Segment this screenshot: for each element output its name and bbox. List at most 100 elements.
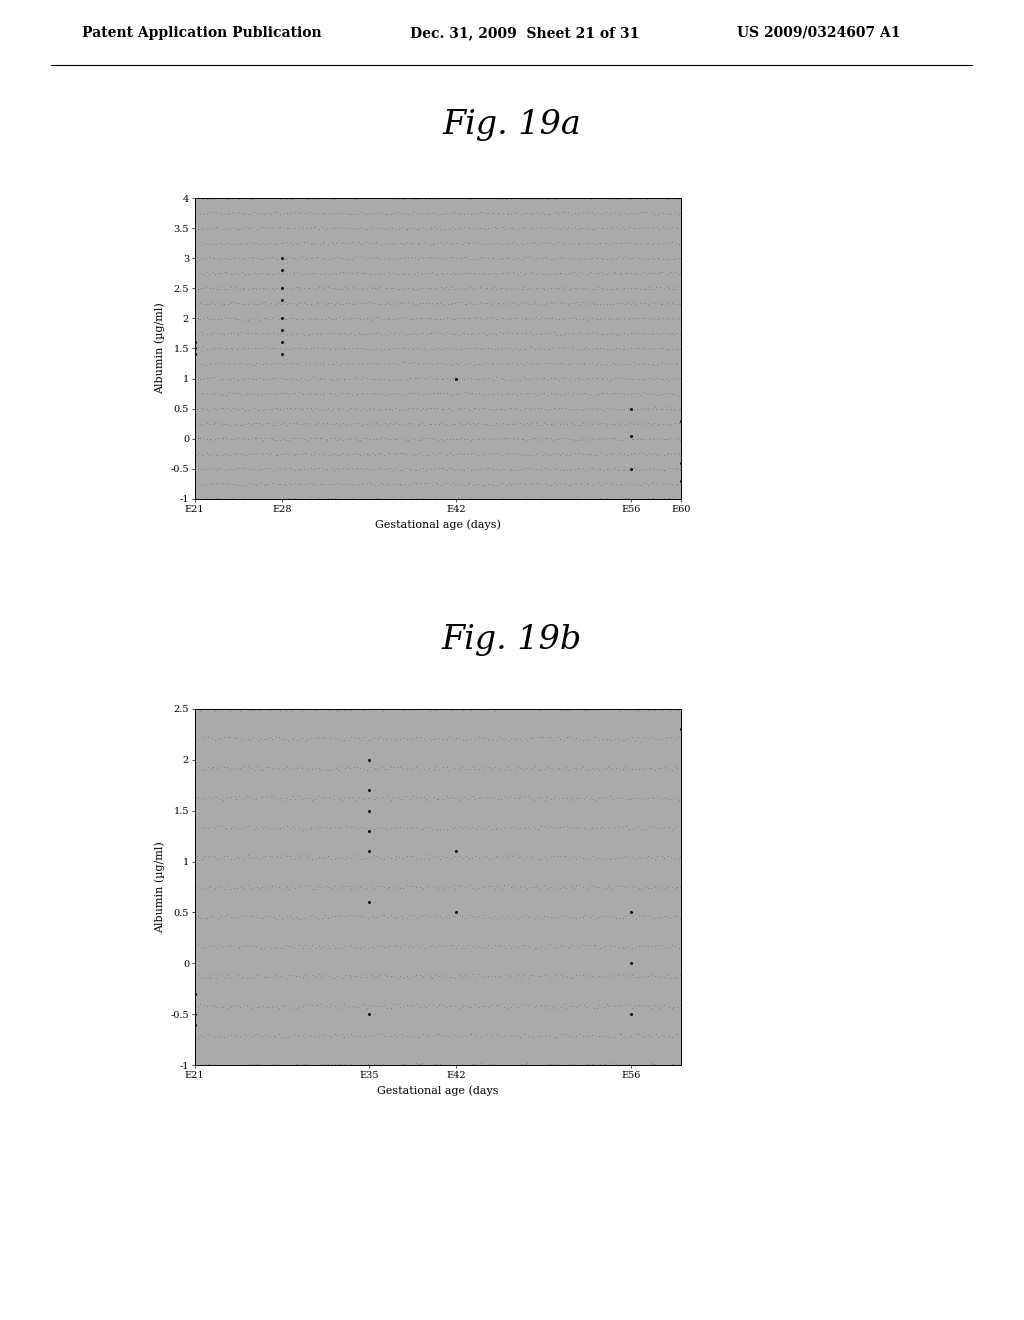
Point [583,187,599,209]
Point [667,1023,683,1044]
Point [284,700,300,721]
Point [343,904,359,925]
Point [530,247,547,268]
Point [439,186,456,207]
Point [531,458,548,479]
Point [264,473,281,494]
Point [281,759,297,780]
Point [484,847,501,869]
Point [611,263,628,284]
Point [503,308,519,329]
Point [553,442,569,463]
Point [532,337,549,358]
Point [563,444,580,465]
Point [552,292,568,313]
Point [223,849,240,870]
Point [313,399,330,420]
Point [501,352,517,374]
Point [282,1056,298,1077]
Point [202,323,218,345]
Point [360,908,377,929]
Point [481,814,498,836]
Point [610,309,627,330]
Point [516,1024,532,1045]
Point [240,352,256,374]
Point [671,293,687,314]
Point [298,818,314,840]
Point [513,352,529,374]
Point [673,411,689,432]
Point [650,758,667,779]
Point [463,203,479,224]
Point [382,234,398,255]
Point [622,189,638,210]
Point [671,399,687,420]
Point [630,787,646,808]
Point [334,968,350,989]
Point [567,216,584,238]
Point [537,186,553,207]
Point [307,994,324,1015]
Point [252,248,268,269]
Point [200,726,216,747]
Point [391,846,408,867]
Point [565,337,582,358]
Point [571,414,588,436]
Point [223,338,240,359]
Point [431,727,447,748]
Point [501,473,517,494]
Point [324,817,340,838]
Point [483,937,500,958]
Point [323,247,339,268]
Point [330,817,346,838]
Point [604,413,621,434]
Point [482,263,499,284]
Point [638,399,654,420]
Point [548,323,564,345]
Point [302,186,318,207]
Point [316,368,333,389]
Point [383,904,399,925]
Point [447,817,464,838]
Point [410,234,426,255]
Point [373,413,389,434]
Point [643,247,659,268]
Point [525,428,542,449]
Point [370,698,386,719]
Point [239,1024,255,1045]
Point [340,444,356,465]
Point [465,459,481,480]
Point [490,935,507,956]
Point [229,965,246,986]
Point [328,232,344,253]
Point [236,1024,252,1045]
Point [473,756,489,777]
Point [599,367,615,388]
Point [249,264,265,285]
Point [279,906,295,927]
Point [219,203,236,224]
Point [623,277,639,298]
Point [246,1024,262,1045]
Point [436,218,453,239]
Point [570,414,587,436]
Point [301,413,317,434]
Point [477,1023,494,1044]
Point [360,937,377,958]
Point [282,279,298,300]
Point [248,474,264,495]
Point [512,473,528,494]
Point [458,994,474,1015]
Point [321,368,337,389]
Point [630,1055,646,1076]
Point [459,429,475,450]
Point [288,444,304,465]
Point [249,1023,265,1044]
Point [537,789,553,810]
Point [421,352,437,374]
Point [345,816,361,837]
Point [368,277,384,298]
Point [435,935,452,956]
Point [401,727,418,748]
Point [608,292,625,313]
